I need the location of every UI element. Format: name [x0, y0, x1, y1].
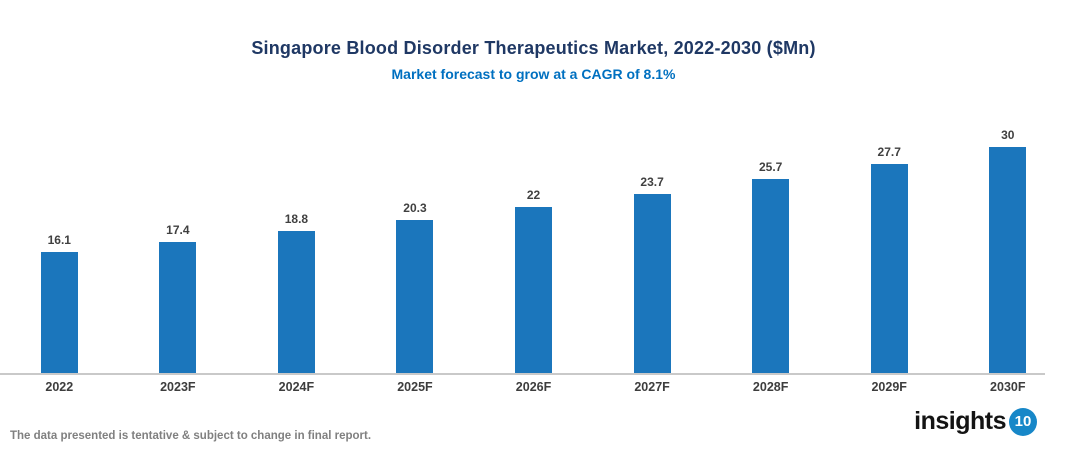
- logo-badge-10: 10: [1009, 407, 1037, 436]
- bar-value-label: 18.8: [284, 212, 309, 226]
- bar: [515, 207, 553, 373]
- x-axis-tick-label: 2024F: [278, 380, 315, 394]
- disclaimer-text: The data presented is tentative & subjec…: [10, 430, 372, 442]
- bar: [633, 194, 671, 373]
- bar-value-label: 30: [1001, 128, 1015, 142]
- bar-value-label: 27.7: [877, 145, 901, 159]
- bar-value-label: 17.4: [166, 223, 190, 237]
- x-axis-tick-label: 2027F: [634, 380, 670, 394]
- bar-value-label: 22: [526, 188, 541, 202]
- x-axis-tick-label: 2026F: [515, 380, 552, 394]
- bar: [752, 179, 790, 373]
- bar-value-label: 16.1: [47, 233, 71, 247]
- bar: [40, 252, 78, 373]
- x-axis-line: [0, 373, 1045, 375]
- x-axis-tick-label: 2028F: [752, 380, 789, 394]
- bar-group-2024F: 18.8: [237, 212, 356, 373]
- bar-value-label: 20.3: [403, 201, 427, 215]
- x-axis-tick-label: 2025F: [397, 380, 433, 394]
- bars-row: 16.1 17.4 18.8 20.3 22 23.7 25.7 27.7 30: [0, 120, 1067, 373]
- chart-title: Singapore Blood Disorder Therapeutics Ma…: [251, 38, 816, 58]
- bar: [277, 231, 315, 373]
- x-axis-tick-label: 2022: [45, 380, 74, 394]
- bar-group-2025F: 20.3: [356, 201, 475, 373]
- bar-chart: 16.1 17.4 18.8 20.3 22 23.7 25.7 27.7 30 2022 202…: [0, 120, 1067, 400]
- bar: [989, 147, 1027, 373]
- x-axis-labels: 2022 2023F 2024F 2025F 2026F 2027F 2028F 2029F 2…: [0, 380, 1067, 394]
- bar: [159, 242, 197, 373]
- chart-subtitle: Market forecast to grow at a CAGR of 8.1…: [391, 66, 676, 82]
- x-axis-tick-label: 2030F: [990, 380, 1026, 394]
- bar: [396, 220, 434, 373]
- bar-group-2026F: 22: [474, 188, 593, 373]
- bar-group-2022: 16.1: [0, 233, 119, 373]
- bar-group-2029F: 27.7: [830, 145, 949, 373]
- x-axis-tick-label: 2023F: [160, 380, 196, 394]
- bar-value-label: 25.7: [758, 160, 783, 174]
- insights10-logo: insights 10: [914, 407, 1037, 436]
- logo-wordmark: insights: [914, 407, 1006, 435]
- bar-group-2027F: 23.7: [593, 175, 712, 373]
- bar-group-2023F: 17.4: [119, 223, 238, 373]
- bar-group-2030F: 30: [949, 128, 1067, 373]
- x-axis-tick-label: 2029F: [871, 380, 907, 394]
- bar-group-2028F: 25.7: [711, 160, 830, 373]
- bar: [870, 164, 908, 373]
- bar-value-label: 23.7: [640, 175, 664, 189]
